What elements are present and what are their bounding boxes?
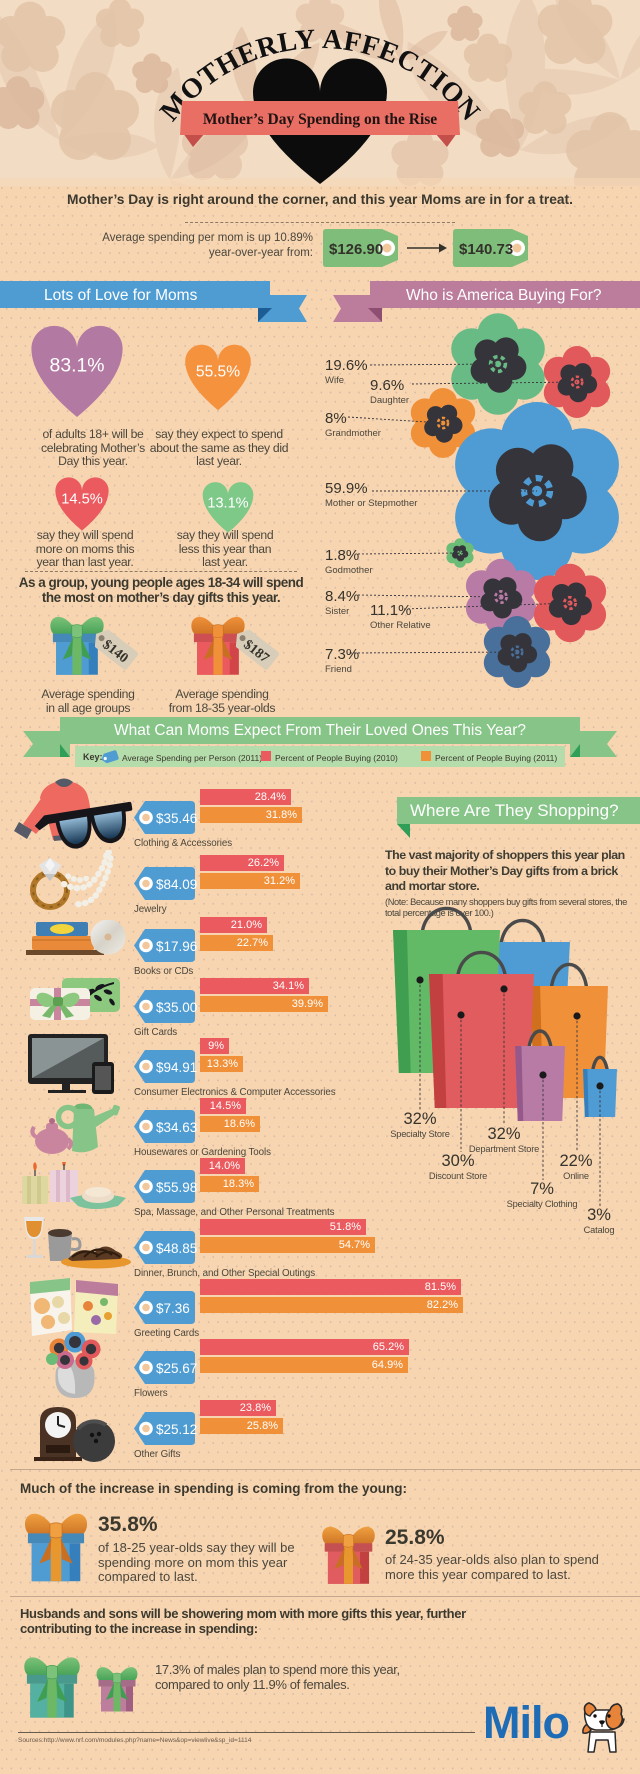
svg-text:14.5%: 14.5%	[61, 491, 103, 507]
svg-text:$48.85: $48.85	[156, 1241, 197, 1256]
svg-text:$94.91: $94.91	[156, 1060, 197, 1075]
svg-text:$34.63: $34.63	[156, 1120, 197, 1135]
svg-text:Lots of Love for Moms: Lots of Love for Moms	[44, 287, 198, 304]
svg-text:$35.00: $35.00	[156, 1000, 197, 1015]
svg-text:What Can Moms Expect From Thei: What Can Moms Expect From Their Loved On…	[114, 722, 526, 739]
svg-text:$25.67: $25.67	[156, 1361, 197, 1376]
svg-text:Where Are They Shopping?: Where Are They Shopping?	[410, 801, 619, 820]
svg-text:55.5%: 55.5%	[196, 364, 240, 381]
svg-text:$140.73: $140.73	[459, 241, 513, 258]
svg-text:$17.96: $17.96	[156, 939, 197, 954]
svg-text:Who is America Buying For?: Who is America Buying For?	[406, 287, 602, 304]
svg-text:83.1%: 83.1%	[50, 354, 105, 376]
svg-text:$35.46: $35.46	[156, 811, 197, 826]
svg-text:$84.09: $84.09	[156, 877, 197, 892]
svg-text:$7.36: $7.36	[156, 1301, 190, 1316]
svg-text:$25.12: $25.12	[156, 1422, 197, 1437]
svg-text:$55.98: $55.98	[156, 1180, 197, 1195]
svg-text:13.1%: 13.1%	[207, 495, 248, 511]
svg-text:Mother’s Day Spending on the R: Mother’s Day Spending on the Rise	[203, 111, 437, 128]
svg-text:$126.90: $126.90	[329, 241, 383, 258]
